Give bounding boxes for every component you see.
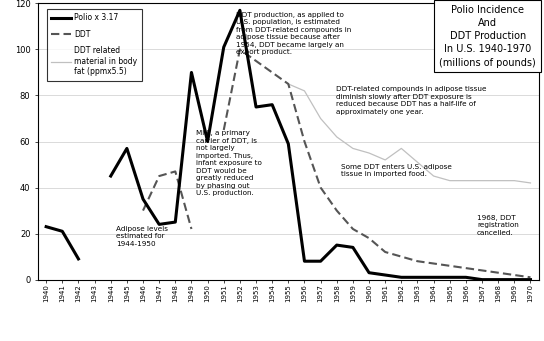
Legend: Polio x 3.17, DDT, DDT related
material in body
fat (ppmx5.5): Polio x 3.17, DDT, DDT related material … — [47, 9, 142, 81]
Text: Adipose levels
estimated for
1944-1950: Adipose levels estimated for 1944-1950 — [116, 226, 168, 247]
Text: 1968, DDT
registration
cancelled.: 1968, DDT registration cancelled. — [477, 215, 519, 236]
Text: DDT production, as applied to
U.S. population, is estimated
from DDT-related com: DDT production, as applied to U.S. popul… — [236, 12, 351, 55]
Text: DDT-related compounds in adipose tissue
diminish slowly after DDT exposure is
re: DDT-related compounds in adipose tissue … — [336, 86, 486, 115]
Text: Milk, a primary
carrier of DDT, is
not largely
imported. Thus,
infant exposure t: Milk, a primary carrier of DDT, is not l… — [196, 131, 262, 196]
Text: Some DDT enters U.S. adipose
tissue in imported food.: Some DDT enters U.S. adipose tissue in i… — [341, 164, 452, 177]
Text: Polio Incidence
And
DDT Production
In U.S. 1940-1970
(millions of pounds): Polio Incidence And DDT Production In U.… — [440, 5, 536, 68]
